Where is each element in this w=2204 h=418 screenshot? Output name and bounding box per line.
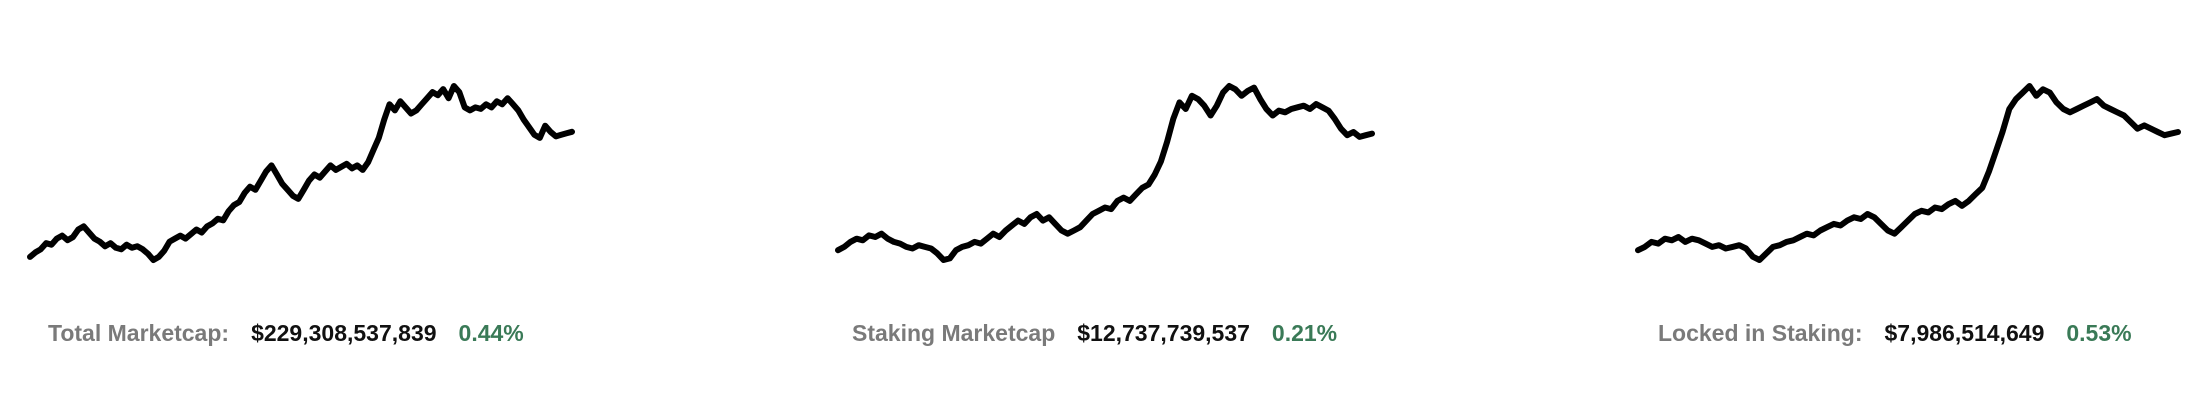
stat-value: $12,737,739,537 <box>1077 319 1250 346</box>
stat-value: $229,308,537,839 <box>251 319 437 346</box>
stat-panel-locked-in-staking: Locked in Staking: $7,986,514,649 0.53% <box>1630 0 2204 418</box>
stat-label: Staking Marketcap <box>852 319 1056 346</box>
series-line <box>1635 83 2181 263</box>
stat-label: Locked in Staking: <box>1658 319 1863 346</box>
stat-label: Total Marketcap: <box>48 319 230 346</box>
stat-change: 0.21% <box>1271 319 1338 346</box>
stat-change: 0.44% <box>458 319 524 346</box>
stat-row: Locked in Staking: $7,986,514,649 0.53% <box>1658 316 2132 350</box>
stat-value: $7,986,514,649 <box>1884 319 2045 346</box>
stat-change: 0.53% <box>2066 319 2132 346</box>
series-line <box>835 83 1375 263</box>
sparkline-chart <box>835 83 1375 263</box>
series-line <box>27 83 575 263</box>
sparkline-chart <box>1635 83 2181 263</box>
stat-panel-total-marketcap: Total Marketcap: $229,308,537,839 0.44% <box>0 0 700 418</box>
stat-row: Staking Marketcap $12,737,739,537 0.21% <box>852 316 1337 350</box>
stat-row: Total Marketcap: $229,308,537,839 0.44% <box>48 316 524 350</box>
stat-panel-staking-marketcap: Staking Marketcap $12,737,739,537 0.21% <box>830 0 1430 418</box>
sparkline-chart <box>27 83 575 263</box>
